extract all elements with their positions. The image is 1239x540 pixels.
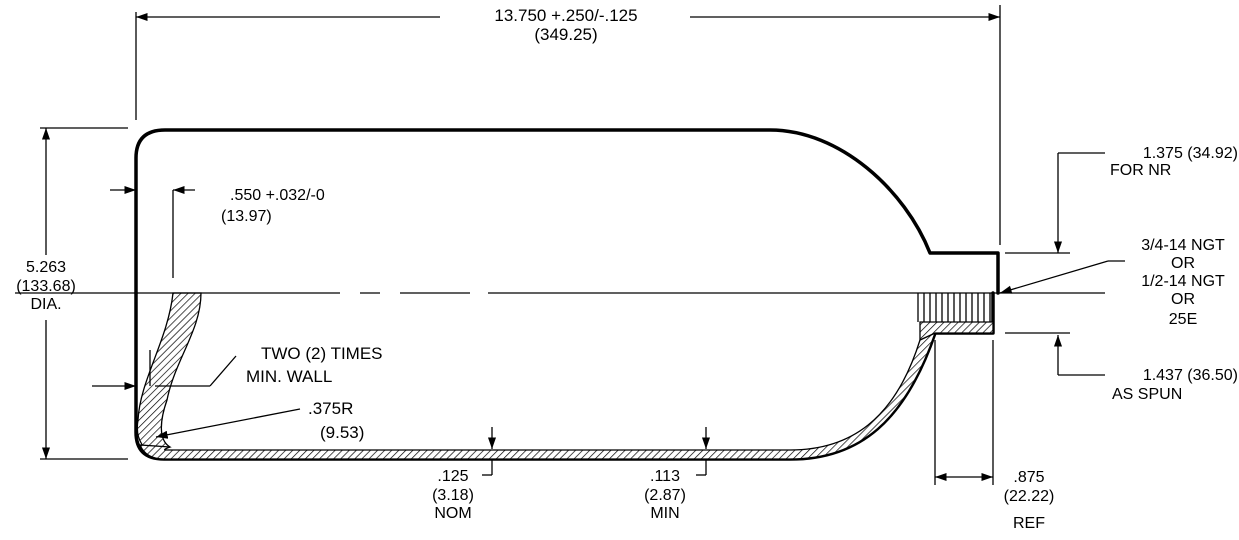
neck-length-metric: (22.22) [1004,488,1055,505]
thread-lines [917,293,991,322]
wall-min-metric: (2.87) [644,487,686,504]
neck-length-label: .875 [1013,469,1044,486]
diameter-suffix: DIA. [30,296,61,313]
neck-height-top-dimension: 1.375 (34.92) FOR NR [1005,145,1238,254]
thread-option-1: 3/4-14 NGT [1141,237,1225,254]
corner-radius-metric: (9.53) [320,423,364,442]
neck-height-bottom-dimension: 1.437 (36.50) AS SPUN [1005,332,1238,403]
thread-callout: 3/4-14 NGT OR 1/2-14 NGT OR 25E [999,237,1225,328]
thread-or-2: OR [1171,291,1195,308]
neck-height-top-label: 1.375 (34.92) [1143,145,1238,162]
wall-section [136,292,994,460]
wall-nom-suffix: NOM [434,505,471,522]
wall-min-suffix: MIN [650,505,679,522]
neck-length-dimension: .875 (22.22) REF [934,340,1055,532]
overall-length-dimension: 13.750 +.250/-.125 (349.25) [135,5,1001,245]
base-thickness-label: .550 +.032/-0 [230,187,325,204]
corner-radius-leader: .375R (9.53) [155,399,364,442]
base-thickness-dimension: .550 +.032/-0 (13.97) [110,185,325,278]
neck-height-bottom-sub: AS SPUN [1112,386,1182,403]
two-times-wall-label: TWO (2) TIMES [261,344,383,363]
wall-min-dimension: .113 (2.87) MIN [644,427,711,522]
base-thickness-metric: (13.97) [221,208,272,225]
thread-option-2: 1/2-14 NGT [1141,273,1225,290]
diameter-dimension: 5.263 (133.68) DIA. [16,127,128,460]
corner-radius-label: .375R [308,399,353,418]
neck-height-bottom-label: 1.437 (36.50) [1143,367,1238,384]
thread-option-3: 25E [1169,311,1197,328]
two-times-wall-leader: TWO (2) TIMES MIN. WALL [92,344,383,391]
wall-nom-label: .125 [437,468,468,485]
neck-height-top-sub: FOR NR [1110,162,1171,179]
wall-min-label: .113 [650,468,680,485]
diameter-label: 5.263 [26,259,66,276]
wall-nom-metric: (3.18) [432,487,474,504]
two-times-wall-sub: MIN. WALL [246,367,332,386]
thread-or-1: OR [1171,255,1195,272]
overall-length-label: 13.750 +.250/-.125 [494,6,637,25]
diameter-metric: (133.68) [16,278,76,295]
overall-length-metric: (349.25) [534,25,597,44]
neck-length-suffix: REF [1013,515,1045,532]
wall-nom-dimension: .125 (3.18) NOM [432,427,497,522]
cylinder-outline [134,128,1000,461]
